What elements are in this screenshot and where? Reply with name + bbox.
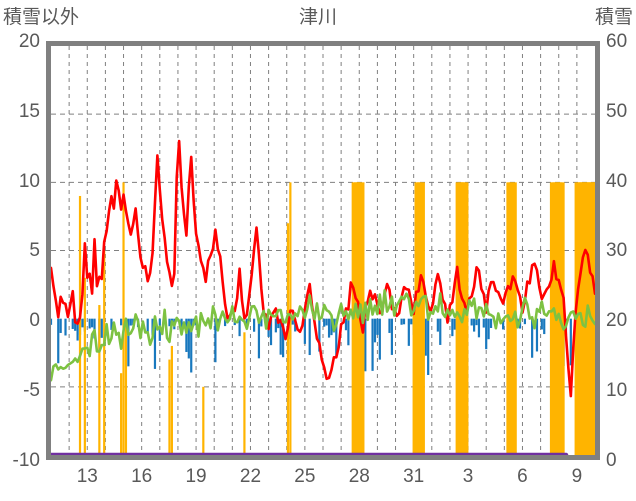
x-axis-tick-label: 16 xyxy=(131,466,153,487)
y-axis-tick-left: 5 xyxy=(29,240,40,261)
x-axis-tick-label: 31 xyxy=(403,466,425,487)
y-axis-tick-right: 0 xyxy=(606,450,617,471)
x-axis-tick-label: 28 xyxy=(348,466,370,487)
x-axis-tick-label: 13 xyxy=(76,466,98,487)
y-axis-tick-left: -10 xyxy=(12,450,40,471)
y-axis-tick-left: 15 xyxy=(18,101,40,122)
y-axis-tick-left: 20 xyxy=(18,31,40,52)
y-axis-tick-right: 30 xyxy=(606,240,628,261)
x-axis-tick-label: 9 xyxy=(571,466,583,487)
y-axis-tick-right: 50 xyxy=(606,101,628,122)
y-axis-tick-right: 40 xyxy=(606,171,628,192)
y-axis-tick-right: 60 xyxy=(606,31,628,52)
chart-title: 津川 xyxy=(298,7,337,28)
y-axis-tick-left: 10 xyxy=(18,171,40,192)
y-axis-tick-left: -5 xyxy=(23,380,40,401)
x-axis-tick-label: 6 xyxy=(517,466,528,487)
x-axis-tick-label: 22 xyxy=(239,466,262,487)
plot-area xyxy=(46,41,600,460)
x-axis-tick-label: 25 xyxy=(294,466,316,487)
x-axis-tick-label: 3 xyxy=(462,466,474,487)
y-axis-tick-left: 0 xyxy=(29,310,40,331)
y-axis-tick-right: 10 xyxy=(606,380,628,401)
right-axis-label: 積雪 xyxy=(594,7,633,28)
y-axis-tick-right: 20 xyxy=(606,310,628,331)
x-axis-tick-label: 19 xyxy=(185,466,207,487)
left-axis-label: 積雪以外 xyxy=(3,7,80,28)
chart-canvas xyxy=(51,46,595,455)
